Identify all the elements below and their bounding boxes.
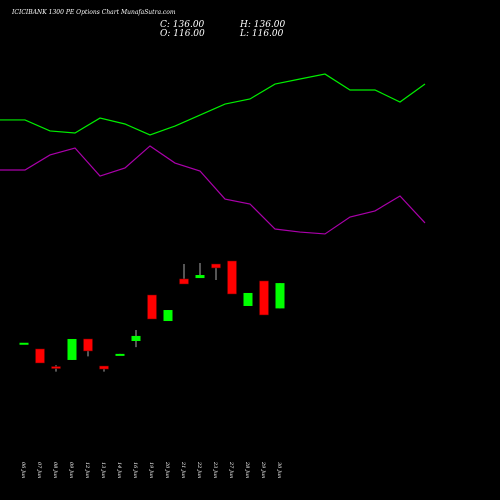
x-tick-label: 21 Jun bbox=[180, 461, 186, 478]
high-label: H: 136.00 bbox=[239, 20, 286, 30]
x-tick-label: 06 Jun bbox=[20, 462, 26, 478]
x-tick-label: 20 Jun bbox=[164, 461, 170, 478]
x-tick-label: 22 Jun bbox=[196, 461, 202, 478]
candle-body bbox=[19, 342, 29, 345]
candle-body bbox=[243, 292, 253, 306]
x-tick-label: 14 Jun bbox=[116, 462, 122, 478]
candle-body bbox=[51, 366, 61, 369]
close-label: C: 136.00 bbox=[160, 20, 205, 30]
x-tick-label: 13 Jun bbox=[100, 462, 106, 478]
indicator-line bbox=[0, 145, 426, 235]
x-tick-label: 12 Jun bbox=[84, 462, 90, 478]
candle-body bbox=[163, 310, 173, 322]
x-tick-label: 30 Jun bbox=[276, 462, 282, 478]
candle-body bbox=[227, 260, 237, 295]
candle-body bbox=[259, 280, 269, 316]
candle-body bbox=[83, 338, 93, 352]
candle-body bbox=[195, 275, 205, 279]
x-tick-label: 07 Jun bbox=[36, 462, 42, 478]
candle-body bbox=[211, 263, 221, 269]
x-tick-label: 27 Jun bbox=[228, 461, 234, 478]
low-label: L: 116.00 bbox=[239, 29, 284, 39]
candle-body bbox=[179, 278, 189, 285]
candle-body bbox=[147, 294, 157, 320]
x-tick-label: 09 Jun bbox=[68, 462, 74, 478]
candle-body bbox=[67, 338, 77, 360]
candle-body bbox=[275, 283, 285, 309]
candle-body bbox=[99, 365, 109, 370]
candle-body bbox=[35, 348, 45, 364]
x-tick-label: 23 Jun bbox=[212, 461, 218, 478]
x-tick-label: 29 Jun bbox=[260, 461, 266, 478]
open-label: O: 116.00 bbox=[160, 29, 205, 39]
indicator-line bbox=[0, 73, 426, 136]
chart-title: ICICIBANK 1300 PE Options Chart MunafaSu… bbox=[11, 9, 176, 16]
candle-body bbox=[131, 335, 141, 341]
x-tick-label: 16 Jun bbox=[132, 462, 138, 478]
x-tick-label: 08 Jun bbox=[52, 462, 58, 478]
candle-body bbox=[115, 353, 125, 356]
x-tick-label: 28 Jun bbox=[244, 461, 250, 478]
x-tick-label: 19 Jun bbox=[148, 462, 154, 478]
